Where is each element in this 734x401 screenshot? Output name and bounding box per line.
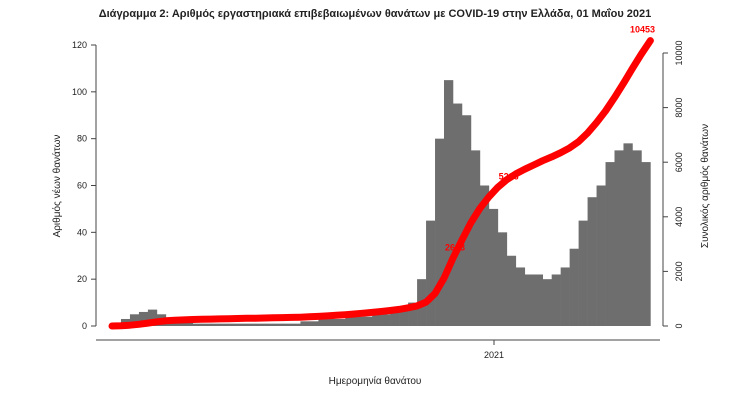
bar: [129, 314, 140, 326]
bar: [605, 162, 615, 326]
bar: [354, 316, 364, 326]
bar: [255, 323, 265, 326]
bar: [488, 208, 499, 326]
bar: [479, 185, 490, 326]
bar: [174, 321, 185, 326]
y2-axis-label: Συνολικός αριθμός θανάτων: [699, 124, 711, 248]
bar: [435, 138, 445, 326]
bar: [183, 321, 194, 326]
bar: [228, 323, 238, 326]
bar: [210, 323, 220, 326]
bar: [632, 150, 642, 326]
y-tick-label: 20: [77, 274, 87, 284]
bar: [237, 323, 247, 326]
y-tick-label: 100: [72, 87, 87, 97]
bar: [300, 321, 310, 326]
chart-title: Διάγραμμα 2: Αριθμός εργαστηριακά επιβεβ…: [99, 8, 652, 20]
bar: [399, 307, 409, 326]
annotation-label: 2613: [445, 243, 465, 253]
bar: [452, 103, 463, 327]
x-axis-label: Ημερομηνία θανάτου: [329, 375, 422, 387]
bar: [282, 323, 292, 326]
bar: [246, 323, 256, 326]
bar: [192, 323, 203, 326]
bar: [219, 323, 229, 326]
bar: [426, 220, 436, 326]
bar: [524, 274, 535, 326]
bar: [587, 197, 597, 326]
bar: [336, 318, 346, 326]
y2-tick-label: 0: [674, 323, 684, 328]
bar: [318, 318, 328, 326]
bar: [542, 279, 552, 326]
bar: [623, 143, 633, 326]
bar: [515, 267, 526, 326]
y-axis-right: 0 2000 4000 6000 8000 10000: [662, 40, 684, 329]
annotation-label: 5216: [499, 172, 519, 182]
y-axis-left: 0 20 40 60 80 100 120: [72, 40, 97, 331]
bar: [345, 316, 355, 326]
bar: [201, 323, 212, 326]
y2-tick-label: 6000: [674, 152, 684, 172]
x-axis: 2021: [96, 339, 660, 360]
bars: [112, 80, 651, 327]
bar: [147, 309, 158, 326]
bar: [327, 318, 337, 326]
bar: [578, 220, 588, 326]
bar: [596, 185, 606, 326]
bar: [264, 323, 274, 326]
bar: [372, 314, 382, 326]
bar: [390, 311, 400, 326]
bar: [138, 311, 149, 326]
y-tick-label: 0: [82, 321, 87, 331]
bar: [309, 321, 319, 326]
bar: [273, 323, 283, 326]
y-tick-label: 60: [77, 181, 87, 191]
y2-tick-label: 4000: [674, 207, 684, 227]
bar: [408, 302, 418, 326]
bar: [381, 314, 391, 326]
cumulative-line: [108, 37, 654, 330]
x-tick-label: 2021: [484, 350, 504, 360]
bar: [291, 323, 301, 326]
bar: [560, 267, 570, 326]
y-tick-label: 80: [77, 134, 87, 144]
bar: [533, 274, 544, 326]
annotation-label: 10453: [630, 25, 655, 35]
bar: [444, 80, 454, 326]
bar: [641, 162, 651, 326]
bar: [461, 115, 472, 326]
bar: [363, 316, 373, 326]
y2-tick-label: 8000: [674, 98, 684, 118]
y-tick-label: 120: [72, 40, 87, 50]
y-axis-label: Αριθμός νέων θανάτων: [51, 135, 63, 238]
bar: [506, 255, 517, 326]
bar: [569, 248, 579, 326]
annotations: 2613 5216 10453: [445, 25, 655, 253]
y2-tick-label: 2000: [674, 261, 684, 281]
bar: [614, 150, 624, 326]
bar: [470, 150, 481, 326]
y-tick-label: 40: [77, 227, 87, 237]
bar: [497, 232, 508, 326]
bar: [551, 274, 561, 326]
y2-tick-label: 10000: [674, 40, 684, 65]
